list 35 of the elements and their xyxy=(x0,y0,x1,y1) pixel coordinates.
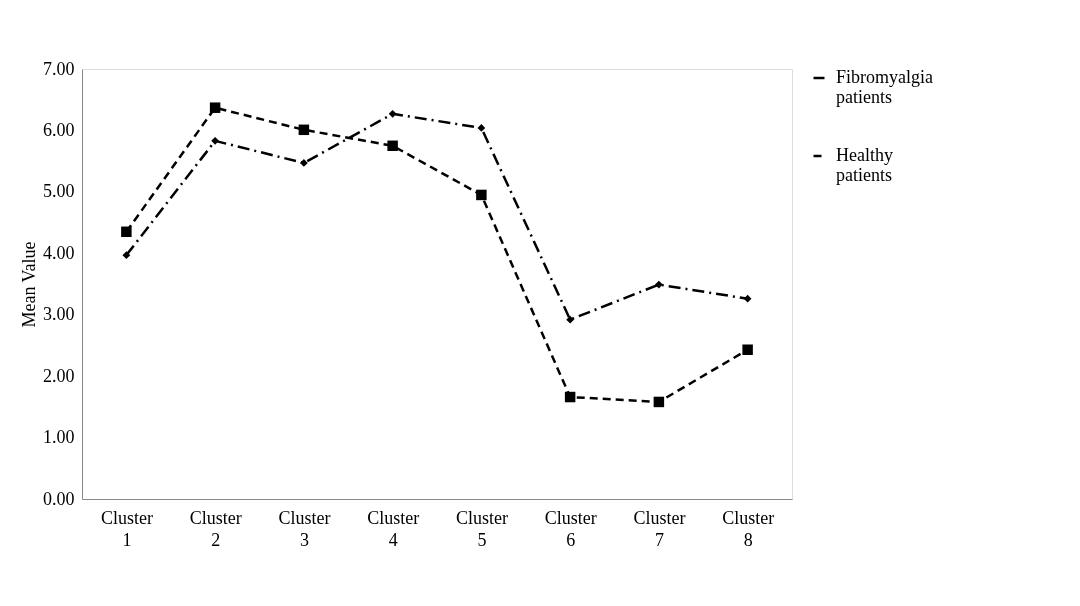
point xyxy=(388,109,397,118)
x-tick-label: Cluster 2 xyxy=(189,507,242,550)
y-axis-title: Mean Value xyxy=(19,241,39,328)
point xyxy=(211,137,219,145)
x-tick-label: Cluster 6 xyxy=(544,507,597,550)
y-tick-label: 0.00 xyxy=(43,488,75,509)
point xyxy=(122,251,131,259)
x-tick-label: Cluster 3 xyxy=(278,507,331,550)
point xyxy=(655,280,663,289)
y-tick-label: 3.00 xyxy=(43,304,75,325)
point xyxy=(743,294,752,303)
x-tick-label: Cluster 4 xyxy=(367,507,420,550)
legend-label: Healthy patients xyxy=(836,145,893,185)
x-tick-label: Cluster 7 xyxy=(633,507,686,550)
y-tick-label: 5.00 xyxy=(43,181,75,202)
y-tick-label: 6.00 xyxy=(43,119,75,140)
x-tick-label: Cluster 5 xyxy=(455,507,508,550)
point xyxy=(121,226,132,238)
point xyxy=(209,102,221,113)
point xyxy=(300,159,308,167)
y-tick-label: 4.00 xyxy=(43,242,75,263)
y-tick-label: 7.00 xyxy=(43,58,75,79)
x-tick-label: Cluster 8 xyxy=(722,507,775,550)
legend-label: Fibromyalgia patients xyxy=(836,67,933,107)
point xyxy=(566,315,574,324)
point xyxy=(742,344,753,355)
point xyxy=(476,189,487,201)
point xyxy=(298,124,310,136)
point xyxy=(653,396,665,408)
y-tick-label: 1.00 xyxy=(43,427,75,448)
point xyxy=(564,391,576,403)
y-tick-label: 2.00 xyxy=(43,365,75,386)
point xyxy=(387,140,398,152)
point xyxy=(477,124,486,132)
x-tick-label: Cluster 1 xyxy=(100,507,153,550)
